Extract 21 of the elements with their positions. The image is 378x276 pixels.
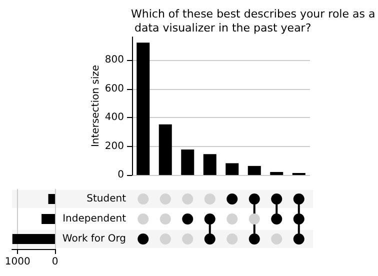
bar [48, 194, 55, 204]
bar [203, 154, 216, 175]
y-axis-title: Intersection size [90, 64, 102, 148]
y-tick-label: 400 [104, 112, 124, 123]
bar [136, 42, 150, 175]
bar [12, 234, 55, 244]
y-tick-label: Work for Org [62, 234, 126, 244]
y-tick-label: 600 [104, 83, 124, 94]
y-tick-label: 800 [104, 54, 124, 66]
y-tick-label: Student [86, 194, 126, 204]
bar [270, 172, 284, 175]
x-tick-label: 1000 [4, 256, 30, 268]
bar [42, 214, 55, 224]
y-tick-label: Independent [62, 214, 126, 224]
y-tick-label: 200 [104, 140, 124, 152]
chart-title: Which of these best describes your role as a data visualizer in the past year? [131, 8, 376, 34]
bar [158, 124, 172, 175]
bar [248, 166, 261, 175]
bar [181, 150, 194, 175]
y-tick-label: 0 [118, 170, 124, 180]
bar [226, 163, 239, 175]
